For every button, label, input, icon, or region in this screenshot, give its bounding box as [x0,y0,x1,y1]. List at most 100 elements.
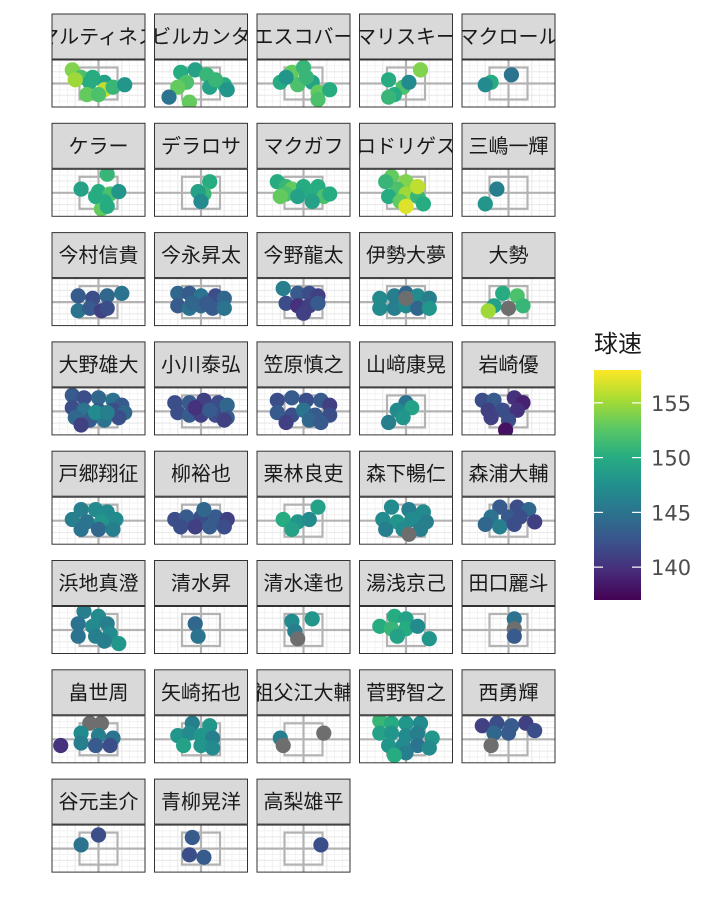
data-point [79,87,95,103]
facet-panel: エスコバー [254,13,354,108]
data-point [70,616,86,632]
points [181,829,212,865]
facet-label: マリスキー [356,25,456,49]
facet-label: 西勇輝 [479,680,539,704]
data-point [477,77,493,93]
data-point [378,521,394,538]
data-point [90,827,107,843]
facet-strip [51,450,146,497]
facet-panel: ロドリゲス [359,122,453,217]
facet-panel: 森下暢仁 [359,450,453,545]
facet-label: 柳裕也 [171,462,231,486]
data-point [269,405,285,421]
data-point [82,300,98,316]
points [272,60,338,107]
data-point [67,72,83,88]
facet-label: 笠原慎之 [264,352,344,376]
data-point [322,82,338,98]
data-point [304,611,320,627]
facet-panel: 浜地真澄 [51,560,146,654]
data-point [111,410,127,426]
panel-border [359,387,453,436]
data-point [99,198,115,214]
facet-strip [154,232,248,279]
data-point [82,715,98,731]
panel-border [51,387,146,436]
data-point [202,174,218,190]
colorbar [594,370,641,600]
facet-label: マクロール [459,25,559,49]
panel-border [51,496,146,545]
data-point [483,410,499,426]
data-point [207,72,224,88]
data-point [421,631,437,647]
facet-label: 祖父江大輔 [254,680,354,704]
facet-strip [256,122,351,169]
data-point [316,725,332,741]
facet-strip [51,669,146,716]
facet-label: エスコバー [254,25,354,49]
points [269,390,338,431]
data-point [111,184,127,200]
data-point [99,405,115,421]
panel-border [256,496,351,545]
points [190,174,218,210]
data-point [275,737,291,754]
data-point [181,94,197,107]
data-point [381,72,397,88]
points [170,285,232,316]
data-point [219,82,235,98]
data-point [73,502,89,518]
points [272,725,332,754]
panel-border [359,168,453,217]
facet-strip [461,122,556,169]
points [477,67,519,93]
data-point [310,92,326,107]
facet-label: 谷元圭介 [59,790,139,814]
points [53,715,121,754]
facet-strip [154,778,248,825]
facet-panel: ビルカンタ [154,13,248,108]
data-point [386,608,402,625]
facet-label: ケラー [69,134,129,158]
data-point [202,402,218,418]
data-point [410,300,426,316]
facet-strip [359,232,453,279]
data-point [202,519,218,535]
data-point [105,79,121,95]
facet-label: 矢崎拓也 [161,680,241,704]
panel-border [461,278,556,327]
facet-panel: 菅野智之 [359,669,453,764]
data-point [310,295,326,311]
data-point [383,725,400,741]
facet-label: 菅野智之 [366,680,446,704]
facet-label: 今永昇太 [161,243,241,267]
data-point [170,79,186,95]
legend-title: 球速 [594,330,642,358]
data-point [410,179,426,195]
data-point [421,300,437,316]
data-point [70,628,86,644]
data-point [76,390,92,406]
panel-border [51,168,146,217]
panel-border [359,59,453,108]
panel-border [256,278,351,327]
data-point [269,392,285,408]
panel-border [359,606,453,654]
data-point [173,519,189,535]
points [372,608,437,647]
data-point [76,606,92,619]
data-point [176,737,192,754]
data-point [386,288,402,304]
points [161,62,235,107]
data-point [70,288,86,304]
panel-border [461,168,556,217]
data-point [99,300,115,316]
legend-tick-label: 150 [651,447,691,471]
facet-panel: 西勇輝 [461,669,556,764]
facet-strip [154,122,248,169]
facet-label: 森下暢仁 [366,462,446,486]
facet-label: デラロサ [161,134,241,158]
points [275,280,326,321]
facet-panel: 矢崎拓也 [154,669,248,764]
